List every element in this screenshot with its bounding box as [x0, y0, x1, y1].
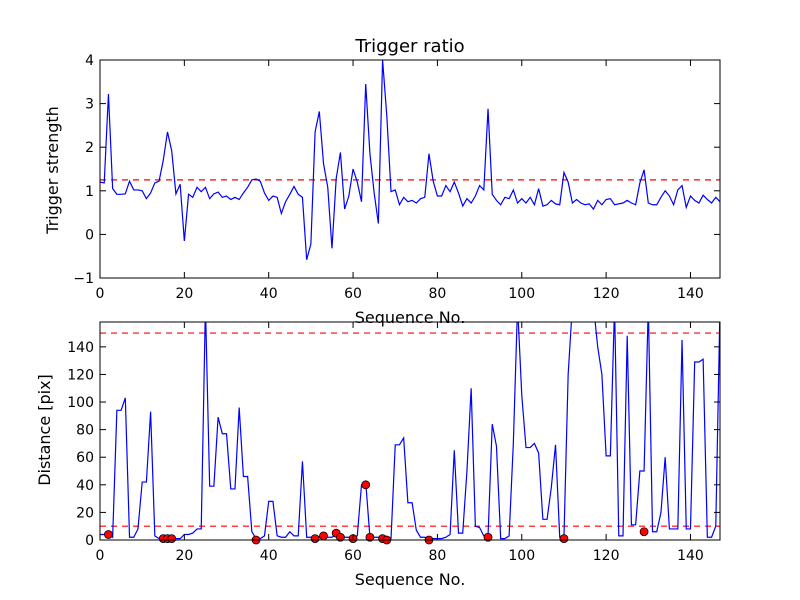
distance-marker-17 [639, 527, 649, 537]
trigger-x-tick-label-2: 40 [260, 286, 278, 302]
trigger-x-tick-label-3: 60 [344, 286, 362, 302]
trigger-y-tick-label-5: 4 [85, 53, 94, 69]
distance-x-tick-label-0: 0 [96, 548, 105, 564]
distance-chart: 0 20 40 60 80 100 120 140 0 20 40 60 80 100 120 140 Seq… [35, 321, 721, 589]
distance-marker-3 [167, 534, 177, 544]
distance-x-tick-label-2: 40 [260, 548, 278, 564]
distance-marker-15 [483, 532, 493, 542]
trigger-y-tick-label-4: 3 [85, 97, 94, 113]
trigger-y-tick-label-3: 2 [85, 140, 94, 156]
distance-marker-8 [336, 532, 345, 542]
trigger-x-tick-label-1: 20 [175, 286, 193, 302]
trigger-chart-title: Trigger ratio [354, 36, 464, 57]
distance-x-tick-label-7: 140 [677, 548, 704, 564]
distance-axes-frame [99, 321, 721, 541]
trigger-y-tick-label-0: −1 [73, 271, 94, 287]
trigger-x-tick-label-5: 100 [508, 286, 535, 302]
distance-marker-5 [310, 534, 320, 544]
distance-plot-area: 0 20 40 60 80 100 120 140 0 20 40 60 80 100 120 140 [67, 321, 721, 564]
distance-y-tick-label-4: 80 [76, 423, 94, 439]
distance-y-tick-label-6: 120 [67, 367, 94, 383]
distance-marker-6 [319, 531, 328, 541]
distance-y-axis-label: Distance [pix] [35, 374, 54, 486]
distance-x-tick-label-5: 100 [508, 548, 535, 564]
distance-x-tick-label-4: 80 [429, 548, 447, 564]
distance-x-tick-label-1: 20 [175, 548, 193, 564]
trigger-y-tick-label-2: 1 [85, 184, 94, 200]
trigger-y-tick-label-1: 0 [85, 227, 94, 243]
distance-y-tick-label-0: 0 [85, 533, 94, 549]
trigger-x-tick-label-7: 140 [677, 286, 704, 302]
distance-content [100, 322, 720, 540]
distance-series-line-0 [100, 322, 720, 540]
distance-y-tick-label-1: 20 [76, 505, 94, 521]
distance-marker-16 [559, 534, 569, 544]
distance-x-axis-label: Sequence No. [355, 570, 466, 589]
trigger-series-line-0 [100, 60, 720, 260]
trigger-x-tick-label-4: 80 [429, 286, 447, 302]
distance-marker-11 [365, 532, 375, 542]
trigger-x-axis-label: Sequence No. [355, 308, 466, 327]
distance-y-tick-label-5: 100 [67, 395, 94, 411]
trigger-axes-frame [99, 59, 721, 279]
distance-y-tick-label-7: 140 [67, 340, 94, 356]
trigger-x-tick-label-6: 120 [593, 286, 620, 302]
distance-x-tick-label-3: 60 [344, 548, 362, 564]
trigger-x-tick-label-0: 0 [96, 286, 105, 302]
trigger-content [100, 60, 720, 260]
trigger-y-axis-label: Trigger strength [43, 106, 62, 235]
distance-y-tick-label-2: 40 [76, 478, 94, 494]
distance-marker-0 [104, 530, 113, 539]
distance-x-tick-label-6: 120 [593, 548, 620, 564]
distance-y-tick-label-3: 60 [76, 450, 94, 466]
distance-marker-10 [361, 480, 371, 490]
